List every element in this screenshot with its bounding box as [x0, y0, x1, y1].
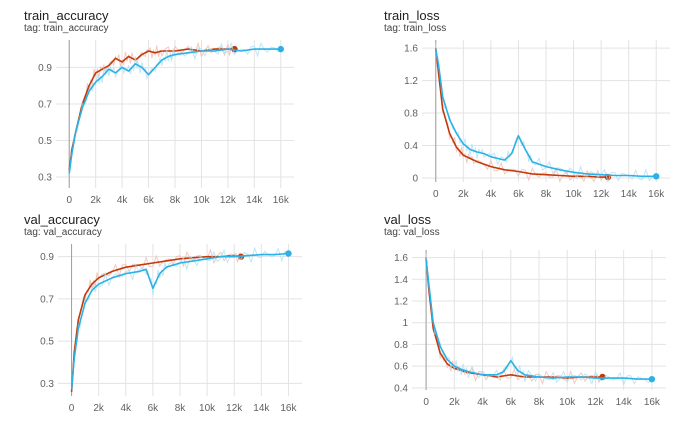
x-tick-label: 4k — [477, 397, 489, 408]
x-tick-label: 8k — [541, 189, 553, 200]
x-tick-label: 4k — [120, 403, 132, 414]
series-line-blue — [68, 48, 281, 174]
y-tick-label: 0.8 — [394, 340, 408, 351]
y-tick-label: 0.3 — [40, 379, 54, 390]
series-line-red — [68, 48, 235, 170]
x-tick-label: 10k — [559, 397, 576, 408]
x-tick-label: 8k — [170, 195, 182, 206]
chart-panel-train-loss: train_loss tag: train_loss 0 2k 4k 6k 8k 10k 1… — [384, 8, 700, 214]
chart-title: train_accuracy — [24, 8, 109, 23]
series-raw-line-blue — [71, 246, 289, 386]
y-tick-label: 1.6 — [394, 253, 408, 264]
chart-plot: 0 2k 4k 6k 8k 10k 12k 14k 16k 0.3 0.5 0.7 0.9 — [40, 244, 302, 414]
chart-subtitle: tag: val_loss — [384, 227, 440, 238]
x-tick-label: 12k — [220, 195, 237, 206]
x-tick-label: 2k — [93, 403, 105, 414]
x-tick-label: 14k — [621, 189, 638, 200]
x-tick-label: 16k — [648, 189, 665, 200]
x-tick-label: 16k — [644, 397, 661, 408]
chart-subtitle: tag: val_accuracy — [24, 227, 102, 238]
chart-plot: 0 2k 4k 6k 8k 10k 12k 14k 16k 0.3 0.5 0.7 0.9 — [38, 40, 294, 206]
x-tick-label: 16k — [280, 403, 297, 414]
chart-subtitle: tag: train_accuracy — [24, 23, 109, 34]
x-tick-label: 6k — [148, 403, 160, 414]
y-tick-label: 0.8 — [404, 109, 418, 120]
x-tick-label: 2k — [458, 189, 470, 200]
series-line-blue — [435, 49, 657, 178]
x-tick-label: 2k — [90, 195, 102, 206]
chart-plot: 0 2k 4k 6k 8k 10k 12k 14k 16k 0 0.4 0.8 1.2 1.6 — [404, 40, 670, 200]
x-tick-label: 12k — [593, 189, 610, 200]
series-line-blue — [425, 259, 652, 380]
x-tick-label: 2k — [449, 397, 461, 408]
y-tick-label: 1.2 — [394, 297, 408, 308]
x-tick-label: 10k — [565, 189, 582, 200]
y-tick-label: 1.4 — [394, 275, 408, 286]
y-tick-label: 1 — [402, 318, 408, 329]
x-tick-label: 12k — [226, 403, 243, 414]
series-line-red — [425, 257, 603, 379]
x-tick-label: 6k — [143, 195, 155, 206]
y-tick-label: 0.6 — [394, 362, 408, 373]
x-tick-label: 4k — [486, 189, 498, 200]
x-tick-label: 6k — [505, 397, 517, 408]
x-tick-label: 4k — [117, 195, 129, 206]
series-end-point-blue — [648, 375, 656, 383]
series-end-point-blue — [285, 250, 292, 257]
series-end-point-blue — [653, 173, 660, 180]
x-tick-label: 0 — [433, 189, 439, 200]
chart-panel-val-accuracy: val_accuracy tag: val_accuracy 0 2k 4k 6k 8k… — [24, 212, 364, 418]
y-tick-label: 0 — [412, 173, 418, 184]
chart-plot: 0 2k 4k 6k 8k 10k 12k 14k 16k 0.4 0.6 0.8 1 1.2 1.4 1.6 — [394, 250, 666, 408]
x-tick-label: 6k — [513, 189, 525, 200]
y-tick-label: 0.4 — [404, 141, 418, 152]
x-tick-label: 14k — [253, 403, 270, 414]
series-raw-line-red — [71, 248, 242, 392]
y-tick-label: 1.2 — [404, 76, 418, 87]
chart-title: val_accuracy — [24, 212, 100, 227]
series-end-point-blue — [277, 45, 284, 53]
x-tick-label: 10k — [199, 403, 216, 414]
x-tick-label: 0 — [69, 403, 75, 414]
y-tick-label: 0.9 — [38, 63, 52, 74]
x-tick-label: 0 — [66, 195, 72, 206]
series-raw-line-red — [435, 47, 609, 183]
y-tick-label: 0.7 — [38, 99, 52, 110]
chart-panel-val-loss: val_loss tag: val_loss 0 2k 4k 6k 8k 10k 12k 14… — [384, 212, 700, 418]
y-tick-label: 0.7 — [40, 294, 54, 305]
chart-panel-train-accuracy: train_accuracy tag: train_accuracy 0 2k 4k… — [24, 8, 364, 214]
x-tick-label: 0 — [423, 397, 429, 408]
y-tick-label: 1.6 — [404, 44, 418, 55]
x-tick-label: 12k — [587, 397, 604, 408]
series-raw-line-blue — [68, 41, 282, 172]
series-line-blue — [70, 252, 289, 390]
x-tick-label: 8k — [534, 397, 546, 408]
y-tick-label: 0.5 — [38, 136, 52, 147]
y-tick-label: 0.9 — [40, 252, 54, 263]
x-tick-label: 10k — [193, 195, 210, 206]
y-tick-label: 0.5 — [40, 337, 54, 348]
y-tick-label: 0.3 — [38, 173, 52, 184]
x-tick-label: 16k — [273, 195, 290, 206]
series-raw-line-red — [68, 41, 235, 170]
x-tick-label: 8k — [175, 403, 187, 414]
y-tick-label: 0.4 — [394, 383, 408, 394]
chart-subtitle: tag: train_loss — [384, 23, 447, 34]
x-tick-label: 14k — [616, 397, 633, 408]
chart-title: train_loss — [384, 8, 440, 23]
x-tick-label: 14k — [246, 195, 263, 206]
chart-title: val_loss — [384, 212, 431, 227]
